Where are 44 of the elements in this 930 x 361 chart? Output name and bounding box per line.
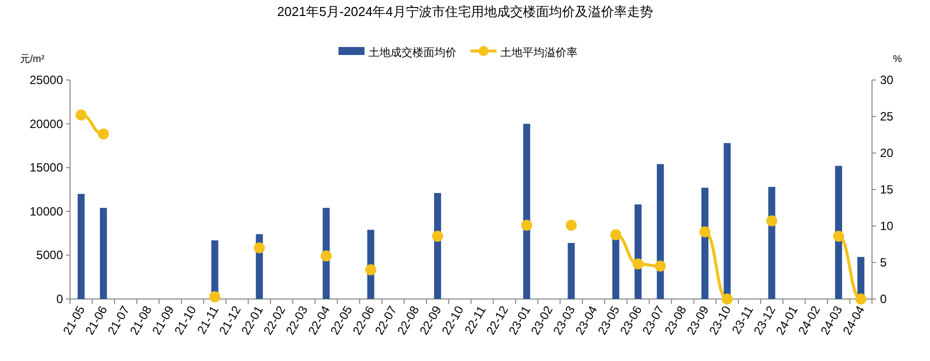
y2-axis-title: %	[893, 54, 902, 65]
point	[209, 291, 220, 302]
point	[566, 220, 577, 231]
point	[254, 242, 265, 254]
bar	[523, 124, 530, 299]
legend-label: 土地成交楼面均价	[368, 46, 456, 59]
y-axis-title: 元/m²	[20, 54, 46, 65]
point	[833, 230, 844, 242]
point	[855, 294, 866, 304]
bar	[835, 166, 842, 299]
y2-tick-label: 0	[880, 292, 887, 306]
bar	[656, 164, 664, 299]
y-tick-label: 15000	[30, 160, 64, 175]
y2-tick-label: 25	[880, 110, 894, 124]
point	[521, 220, 532, 231]
legend-label: 土地平均溢价率	[500, 46, 578, 59]
bar	[434, 193, 442, 299]
y-tick-label: 25000	[30, 73, 64, 87]
point	[320, 250, 332, 262]
point	[610, 229, 622, 240]
bar	[701, 188, 708, 299]
y2-tick-label: 30	[880, 73, 894, 87]
y2-tick-label: 10	[880, 219, 894, 233]
point	[722, 294, 733, 304]
point	[699, 226, 710, 238]
bar	[768, 186, 776, 299]
y2-tick-label: 20	[880, 146, 894, 160]
point	[632, 258, 644, 270]
point	[76, 110, 87, 121]
y2-tick-label: 15	[880, 182, 894, 196]
y2-tick-label: 5	[880, 256, 887, 270]
y-tick-label: 10000	[30, 204, 64, 218]
y-tick-label: 5000	[36, 248, 64, 262]
point	[365, 264, 376, 276]
bar	[78, 194, 85, 299]
y-tick-label: 0	[56, 292, 64, 306]
point	[432, 230, 444, 242]
point	[766, 215, 778, 226]
point	[654, 260, 666, 272]
bar	[100, 208, 107, 299]
bar	[568, 242, 575, 299]
y-tick-label: 20000	[30, 116, 64, 131]
chart-title: 2021年5月-2024年4月宁波市住宅用地成交楼面均价及溢价率走势	[277, 4, 653, 19]
point	[98, 128, 109, 140]
